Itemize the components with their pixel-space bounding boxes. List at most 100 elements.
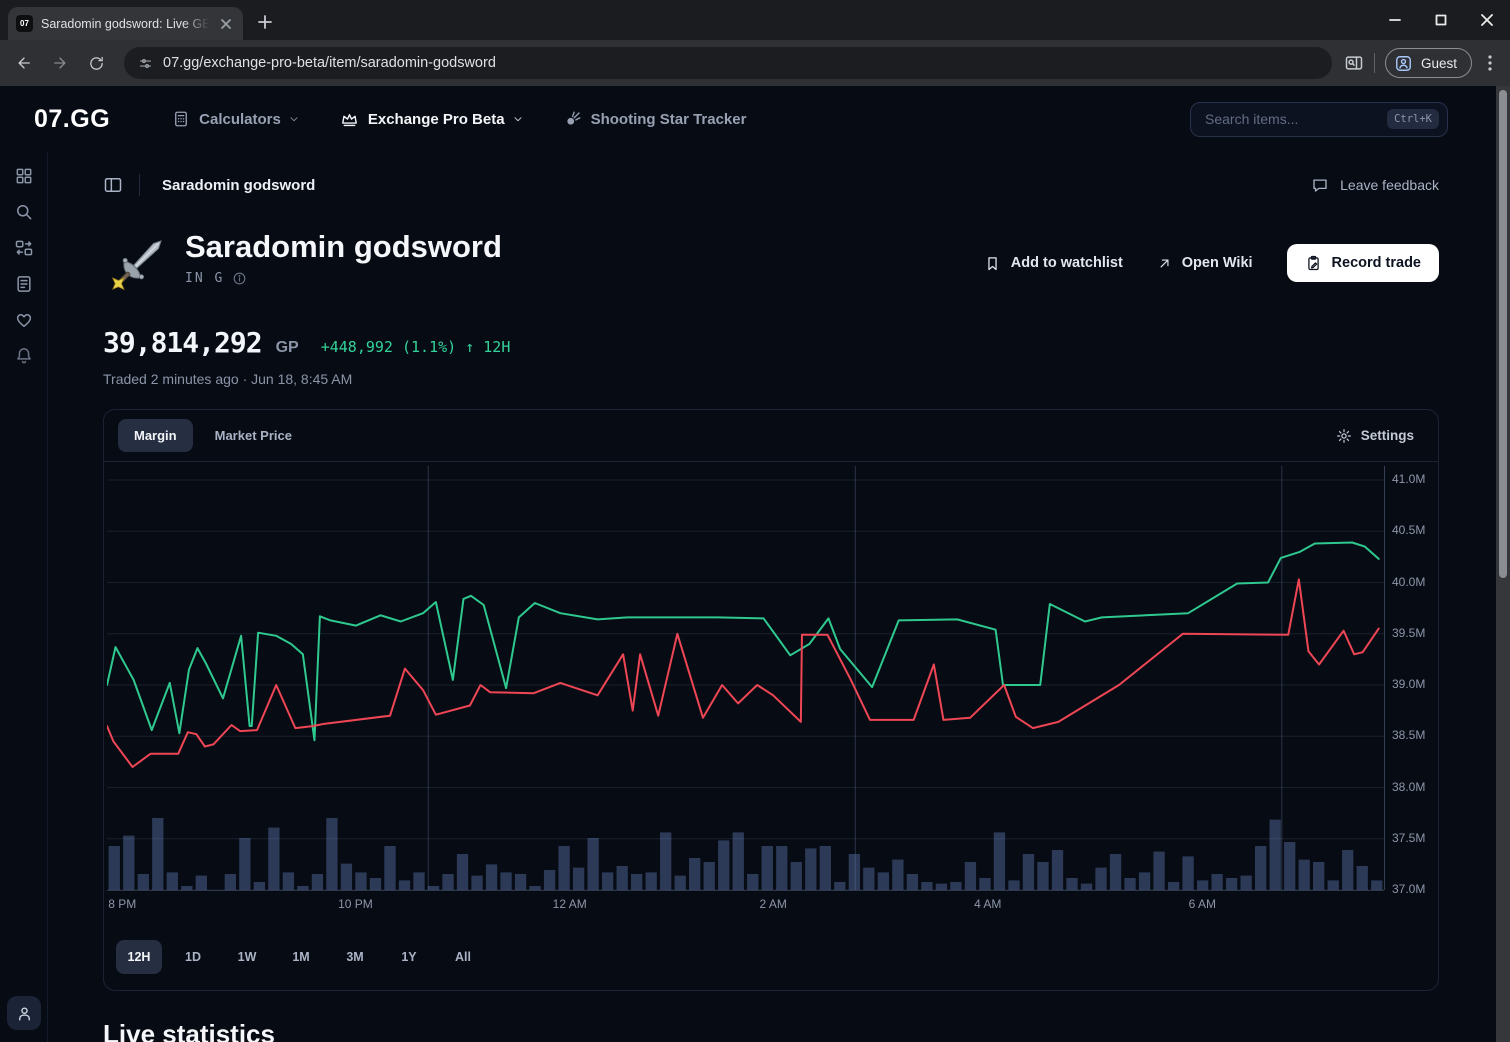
record-trade-button[interactable]: Record trade [1287,244,1439,282]
volume-bar [1066,878,1077,890]
volume-bar [384,846,395,890]
range-1y[interactable]: 1Y [386,940,432,974]
favorites-heart-icon[interactable] [6,310,42,330]
dashboard-grid-icon[interactable] [6,166,42,186]
info-icon[interactable] [232,271,247,286]
volume-bar [660,832,671,890]
volume-bar [733,832,744,890]
site-logo[interactable]: 07.GG [34,105,110,134]
item-price: 39,814,292 [103,326,262,359]
open-wiki-button[interactable]: Open Wiki [1157,255,1253,271]
new-tab-button[interactable] [251,8,279,36]
browser-menu-icon[interactable] [1482,54,1498,72]
bookmark-icon [984,255,1001,272]
range-1w[interactable]: 1W [224,940,270,974]
volume-bar [413,872,424,890]
nav-star-tracker[interactable]: Shooting Star Tracker [564,110,747,128]
range-1d[interactable]: 1D [170,940,216,974]
side-panel-search-icon[interactable] [1344,53,1364,73]
chat-bubble-icon [1311,176,1329,194]
user-account-button[interactable] [7,996,41,1030]
volume-bar [1110,854,1121,890]
y-axis-tick: 38.5M [1392,728,1425,742]
url-bar[interactable]: 07.gg/exchange-pro-beta/item/saradomin-g… [124,47,1332,79]
volume-bar [820,846,831,890]
volume-bar [1008,880,1019,890]
volume-bar [849,854,860,890]
window-maximize-button[interactable] [1418,0,1464,40]
forward-icon[interactable] [44,47,76,79]
series-low [107,579,1379,767]
range-1m[interactable]: 1M [278,940,324,974]
volume-bar [718,840,729,890]
x-axis-tick: 4 AM [974,897,1001,911]
nav-label: Calculators [199,111,281,128]
y-axis-tick: 38.0M [1392,780,1425,794]
item-title: Saradomin godsword [185,230,502,264]
volume-bar [1037,862,1048,890]
profile-button[interactable]: Guest [1385,48,1472,78]
profile-avatar-icon [1394,54,1413,73]
volume-bar [1052,850,1063,890]
scrollbar[interactable] [1496,86,1510,1042]
range-all[interactable]: All [440,940,486,974]
window-minimize-button[interactable] [1372,0,1418,40]
nav-calculators[interactable]: Calculators [172,110,300,128]
volume-bar [355,872,366,890]
y-axis-tick: 39.5M [1392,626,1425,640]
volume-bar [399,880,410,890]
notes-document-icon[interactable] [6,274,42,294]
panel-toggle-icon[interactable] [103,175,123,195]
page-content: 07.GG Calculators Exchange Pro Beta [0,86,1510,1042]
browser-tab[interactable]: 07 Saradomin godsword: Live GE P [8,7,243,40]
chevron-down-icon [288,113,300,125]
volume-bar [979,878,990,890]
volume-bar [196,876,207,890]
volume-bar [631,874,642,890]
nav-exchange-pro[interactable]: Exchange Pro Beta [340,110,524,129]
volume-bar [921,882,932,890]
feedback-label: Leave feedback [1340,177,1439,193]
tab-close-icon[interactable] [217,15,235,33]
volume-bar [646,872,657,890]
search-icon[interactable] [6,202,42,222]
notifications-bell-icon[interactable] [6,346,42,366]
search-items-box[interactable]: Ctrl+K [1190,102,1448,137]
chart-mode-tabs: Margin Market Price [118,419,308,452]
volume-bar [1240,876,1251,890]
volume-bar [152,818,163,890]
crown-icon [340,110,359,129]
compare-swap-icon[interactable] [6,238,42,258]
volume-bar [602,872,613,890]
volume-bar [762,846,773,890]
search-input[interactable] [1205,111,1387,127]
window-close-button[interactable] [1464,0,1510,40]
y-axis-tick: 41.0M [1392,472,1425,486]
add-to-watchlist-button[interactable]: Add to watchlist [984,255,1123,272]
volume-bar [1168,882,1179,890]
volume-bar [587,838,598,890]
volume-bar [675,876,686,890]
reload-icon[interactable] [80,47,112,79]
item-code: IN G [185,271,224,286]
site-info-icon[interactable] [138,56,153,71]
volume-bar [950,882,961,890]
tab-market-price[interactable]: Market Price [199,419,308,452]
volume-bar [1095,868,1106,890]
back-icon[interactable] [8,47,40,79]
tab-margin[interactable]: Margin [118,419,193,452]
range-12h[interactable]: 12H [116,940,162,974]
volume-bar [704,862,715,890]
range-3m[interactable]: 3M [332,940,378,974]
volume-bar [907,874,918,890]
volume-bar [123,836,134,890]
price-chart-plot[interactable] [107,466,1384,890]
y-axis-tick: 40.5M [1392,523,1425,537]
chart-settings-button[interactable]: Settings [1336,428,1424,444]
scrollbar-thumb[interactable] [1499,90,1507,578]
breadcrumb-title: Saradomin godsword [162,177,315,194]
leave-feedback-button[interactable]: Leave feedback [1311,176,1439,194]
time-range-tabs: 12H 1D 1W 1M 3M 1Y All [104,918,1438,990]
browser-toolbar: 07.gg/exchange-pro-beta/item/saradomin-g… [0,40,1510,86]
volume-bar [544,870,555,890]
